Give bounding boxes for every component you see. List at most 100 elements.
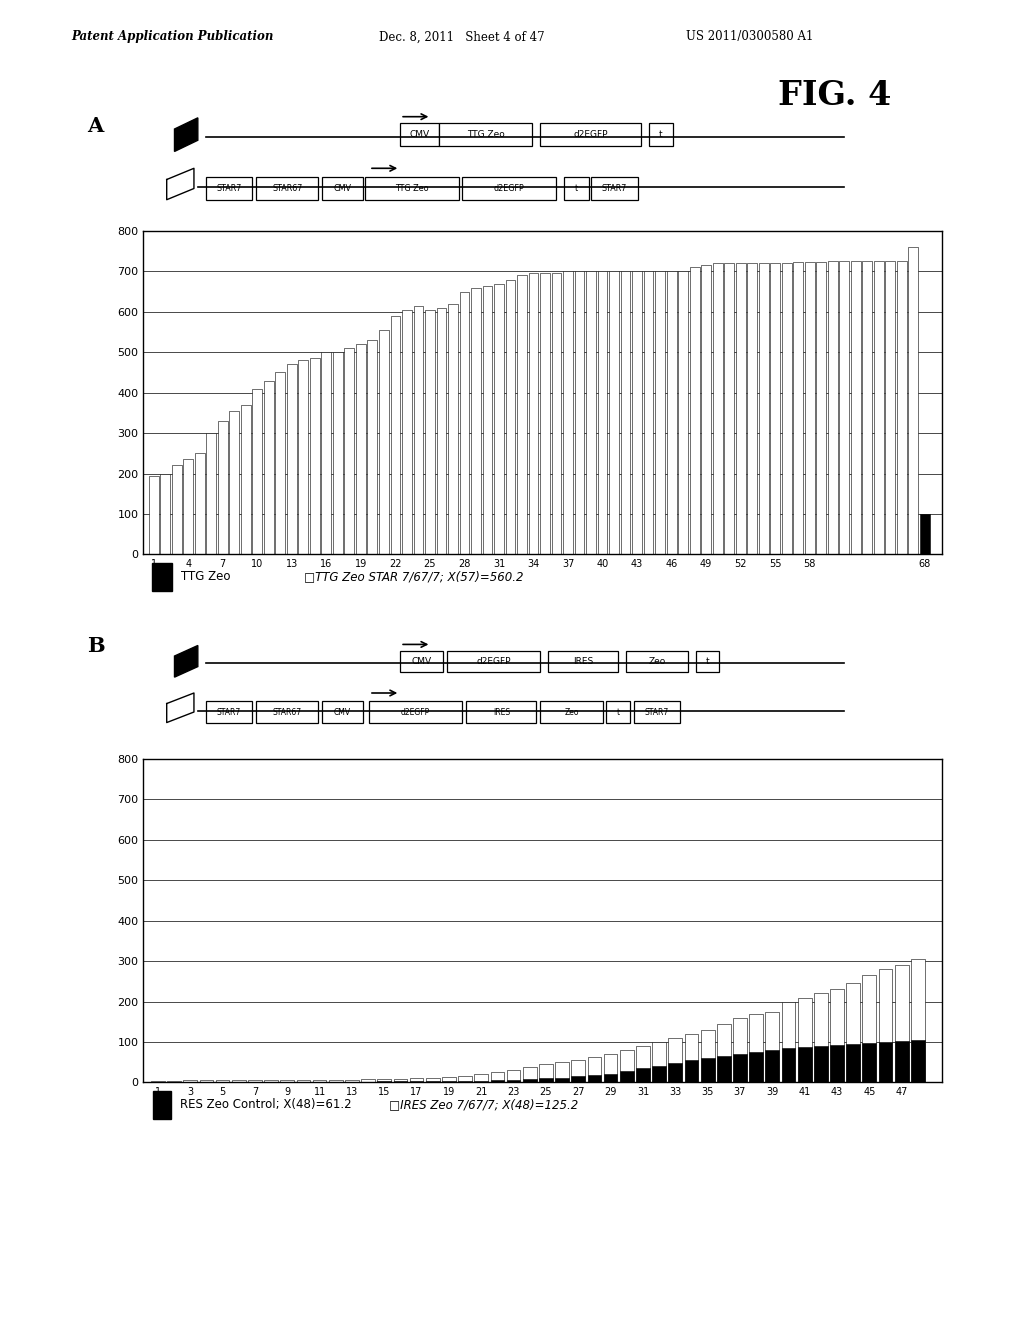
FancyBboxPatch shape	[206, 701, 252, 722]
Polygon shape	[174, 645, 198, 677]
Bar	[379, 330, 389, 554]
Bar	[846, 1044, 860, 1082]
FancyBboxPatch shape	[649, 124, 673, 147]
Bar	[312, 1080, 327, 1082]
Bar	[770, 263, 780, 554]
Bar	[555, 1077, 569, 1082]
Bar	[846, 983, 860, 1082]
Bar	[895, 1041, 908, 1082]
Bar	[897, 261, 906, 554]
Bar	[750, 1052, 763, 1082]
Bar	[264, 380, 273, 554]
Bar	[507, 1071, 520, 1082]
Bar	[781, 263, 792, 554]
FancyBboxPatch shape	[696, 651, 719, 672]
Bar	[652, 1067, 666, 1082]
Bar	[879, 1041, 892, 1082]
Bar	[586, 272, 596, 554]
Bar	[393, 1078, 408, 1082]
Bar	[851, 261, 860, 554]
Bar	[218, 421, 227, 554]
Bar	[652, 1041, 666, 1082]
Text: TTG Zeo: TTG Zeo	[467, 131, 505, 139]
Bar	[700, 1059, 715, 1082]
FancyBboxPatch shape	[323, 177, 362, 199]
Bar	[402, 310, 412, 554]
Bar	[873, 261, 884, 554]
Text: t: t	[706, 657, 710, 665]
Bar	[167, 1081, 181, 1082]
Bar	[690, 268, 699, 554]
Bar	[830, 990, 844, 1082]
Text: Zeo: Zeo	[648, 657, 666, 665]
Bar	[636, 1045, 650, 1082]
Bar	[862, 1043, 877, 1082]
Text: d2EGFP: d2EGFP	[476, 657, 511, 665]
Bar	[701, 265, 711, 554]
Bar	[588, 1074, 601, 1082]
Bar	[724, 264, 734, 554]
Bar	[733, 1018, 746, 1082]
Bar	[322, 352, 331, 554]
Bar	[523, 1067, 537, 1082]
Bar	[862, 975, 877, 1082]
Bar	[632, 272, 642, 554]
Bar	[540, 273, 550, 554]
Text: t: t	[659, 131, 663, 139]
FancyBboxPatch shape	[206, 177, 252, 199]
Text: □IRES Zeo 7/67/7; X(48)=125.2: □IRES Zeo 7/67/7; X(48)=125.2	[389, 1098, 579, 1111]
Bar	[669, 1063, 682, 1082]
Bar	[750, 1014, 763, 1082]
Bar	[621, 272, 631, 554]
Bar	[700, 1030, 715, 1082]
FancyBboxPatch shape	[366, 177, 459, 199]
Polygon shape	[174, 117, 198, 152]
Bar	[736, 264, 745, 554]
Bar	[717, 1024, 731, 1082]
Text: □TTG Zeo STAR 7/67/7; X(57)=560.2: □TTG Zeo STAR 7/67/7; X(57)=560.2	[304, 570, 523, 583]
Bar	[759, 264, 769, 554]
FancyBboxPatch shape	[323, 701, 362, 722]
Bar	[275, 372, 286, 554]
Text: STAR7: STAR7	[217, 708, 241, 717]
Bar	[252, 388, 262, 554]
Bar	[368, 341, 377, 554]
Bar	[733, 1055, 746, 1082]
FancyBboxPatch shape	[256, 177, 318, 199]
Bar	[620, 1051, 634, 1082]
Bar	[298, 360, 308, 554]
Bar	[644, 272, 653, 554]
Bar	[506, 280, 515, 554]
Bar	[667, 272, 677, 554]
Text: Dec. 8, 2011   Sheet 4 of 47: Dec. 8, 2011 Sheet 4 of 47	[379, 30, 545, 44]
Bar	[805, 263, 815, 554]
Bar	[862, 261, 872, 554]
Text: d2EGFP: d2EGFP	[494, 183, 524, 193]
Bar	[148, 475, 159, 554]
Bar	[390, 315, 400, 554]
Bar	[248, 1080, 262, 1082]
FancyBboxPatch shape	[446, 651, 541, 672]
Bar	[471, 288, 481, 554]
Bar	[425, 310, 435, 554]
Bar	[766, 1011, 779, 1082]
Bar	[414, 306, 423, 554]
Bar	[153, 1090, 171, 1119]
FancyBboxPatch shape	[626, 651, 688, 672]
Bar	[911, 1040, 925, 1082]
Bar	[655, 272, 665, 554]
FancyBboxPatch shape	[463, 177, 556, 199]
Text: STAR7: STAR7	[216, 183, 242, 193]
Bar	[449, 304, 458, 554]
Bar	[669, 1038, 682, 1082]
Text: Zeo: Zeo	[564, 708, 579, 717]
Text: TTG Zeo: TTG Zeo	[180, 570, 230, 583]
Text: TTG Zeo: TTG Zeo	[395, 183, 429, 193]
Bar	[879, 969, 892, 1082]
Bar	[920, 513, 930, 554]
Text: Patent Application Publication: Patent Application Publication	[72, 30, 274, 44]
Bar	[678, 272, 688, 554]
Bar	[172, 466, 181, 554]
Bar	[588, 1057, 601, 1082]
Bar	[748, 264, 757, 554]
